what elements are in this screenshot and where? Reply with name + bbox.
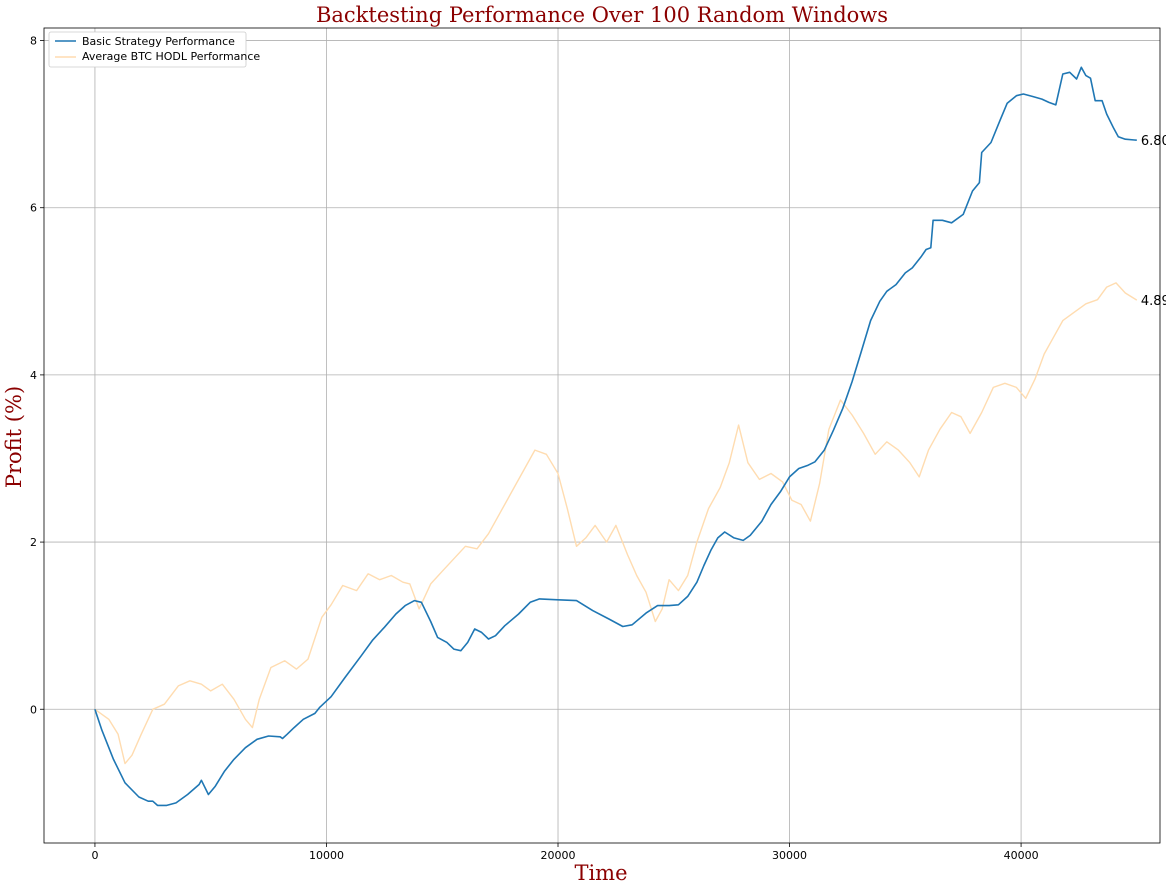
x-tick-label: 30000 [772,849,807,862]
series-group [94,66,1138,807]
x-tick-label: 20000 [541,849,576,862]
tick-labels: 0 10000 20000 30000 40000 0 2 4 6 8 [30,35,1039,862]
grid [44,28,1160,843]
y-tick-label: 8 [30,35,37,48]
end-value-label-basic-strategy: 6.808 [1141,134,1166,149]
x-axis-label: Time [574,861,627,885]
x-tick-label: 40000 [1004,849,1039,862]
chart-title: Backtesting Performance Over 100 Random … [316,3,888,27]
series-line-btc-hodl [94,282,1138,765]
legend-box [48,31,247,68]
end-value-label-btc-hodl: 4.895 [1141,294,1166,309]
y-tick-label: 4 [30,369,37,382]
legend-label-btc-hodl: Average BTC HODL Performance [82,50,260,63]
y-axis-label: Profit (%) [2,386,26,488]
series-line-basic-strategy [94,66,1137,807]
y-tick-label: 0 [30,703,37,716]
legend-label-basic-strategy: Basic Strategy Performance [82,35,235,48]
y-tick-label: 6 [30,202,37,215]
end-labels: 6.808 4.895 [1141,134,1166,309]
legend: Basic Strategy Performance Average BTC H… [48,31,260,68]
y-tick-label: 2 [30,536,37,549]
x-tick-label: 10000 [309,849,344,862]
x-tick-label: 0 [91,849,98,862]
plot-frame [43,27,1161,844]
